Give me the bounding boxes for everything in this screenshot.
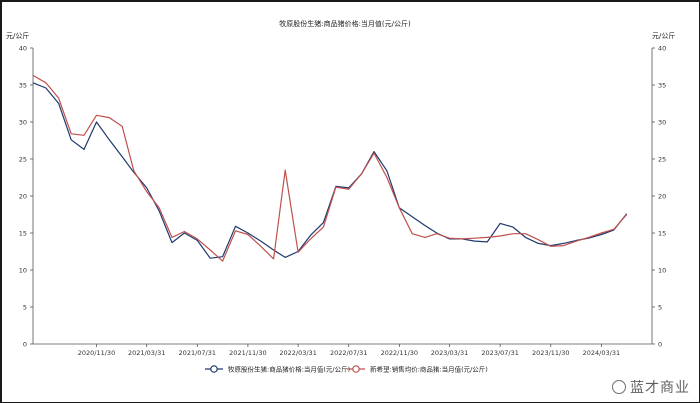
x-tick-label: 2020/11/30 <box>78 349 115 357</box>
y-tick-label-left: 40 <box>19 44 27 52</box>
y-tick-label-left: 20 <box>19 192 27 200</box>
y-tick-label-left: 10 <box>19 266 27 274</box>
x-tick-label: 2022/07/31 <box>330 349 367 357</box>
y-tick-label-left: 30 <box>19 118 27 126</box>
y-tick-label-right: 10 <box>658 266 666 274</box>
watermark-logo-icon <box>612 380 626 394</box>
x-tick-label: 2023/03/31 <box>431 349 468 357</box>
y-tick-label-left: 35 <box>19 81 27 89</box>
legend-swatch-marker <box>352 365 360 373</box>
y-tick-label-right: 20 <box>658 192 666 200</box>
right-axis-unit: 元/公斤 <box>652 31 675 40</box>
left-axis-unit: 元/公斤 <box>6 31 29 40</box>
series-line-newhope <box>32 74 628 262</box>
y-tick-label-right: 35 <box>658 81 666 89</box>
legend-swatch-marker <box>210 365 218 373</box>
series-line-muyuan <box>32 82 628 259</box>
legend-label: 新希望:销售均价:商品猪:当月值(元/公斤) <box>370 364 488 373</box>
left-frame-edge <box>0 0 2 403</box>
y-tick-label-left: 25 <box>19 155 27 163</box>
top-frame-edge <box>0 0 700 2</box>
x-tick-label: 2023/07/31 <box>481 349 518 357</box>
chart-axes: 0 0 5 5 10 10 15 15 20 20 25 25 30 30 35 35 40 40 2020/11/… <box>19 44 667 357</box>
x-tick-label: 2021/11/30 <box>229 349 266 357</box>
y-tick-label-left: 5 <box>23 303 27 311</box>
y-tick-label-right: 15 <box>658 229 666 237</box>
x-tick-label: 2022/03/31 <box>279 349 316 357</box>
chart-series <box>32 74 628 262</box>
x-tick-label: 2023/11/30 <box>532 349 569 357</box>
watermark: 蓝才商业 <box>612 377 690 397</box>
y-tick-label-left: 15 <box>19 229 27 237</box>
x-tick-label: 2021/03/31 <box>128 349 165 357</box>
legend-label: 牧原股份生猪:商品猪价格:当月值(元/公斤) <box>228 364 350 373</box>
chart-title: 牧原股份生猪:商品猪价格:当月值(元/公斤) <box>279 19 411 28</box>
y-tick-label-right: 0 <box>658 340 662 348</box>
watermark-text: 蓝才商业 <box>630 380 690 396</box>
chart-legend: 牧原股份生猪:商品猪价格:当月值(元/公斤) 新希望:销售均价:商品猪:当月值(元… <box>205 364 488 373</box>
y-tick-label-right: 5 <box>658 303 662 311</box>
x-tick-label: 2024/03/31 <box>583 349 620 357</box>
y-tick-label-right: 30 <box>658 118 666 126</box>
x-tick-label: 2022/11/30 <box>381 349 418 357</box>
x-tick-label: 2021/07/31 <box>179 349 216 357</box>
y-tick-label-right: 40 <box>658 44 666 52</box>
y-tick-label-left: 0 <box>23 340 27 348</box>
y-tick-label-right: 25 <box>658 155 666 163</box>
